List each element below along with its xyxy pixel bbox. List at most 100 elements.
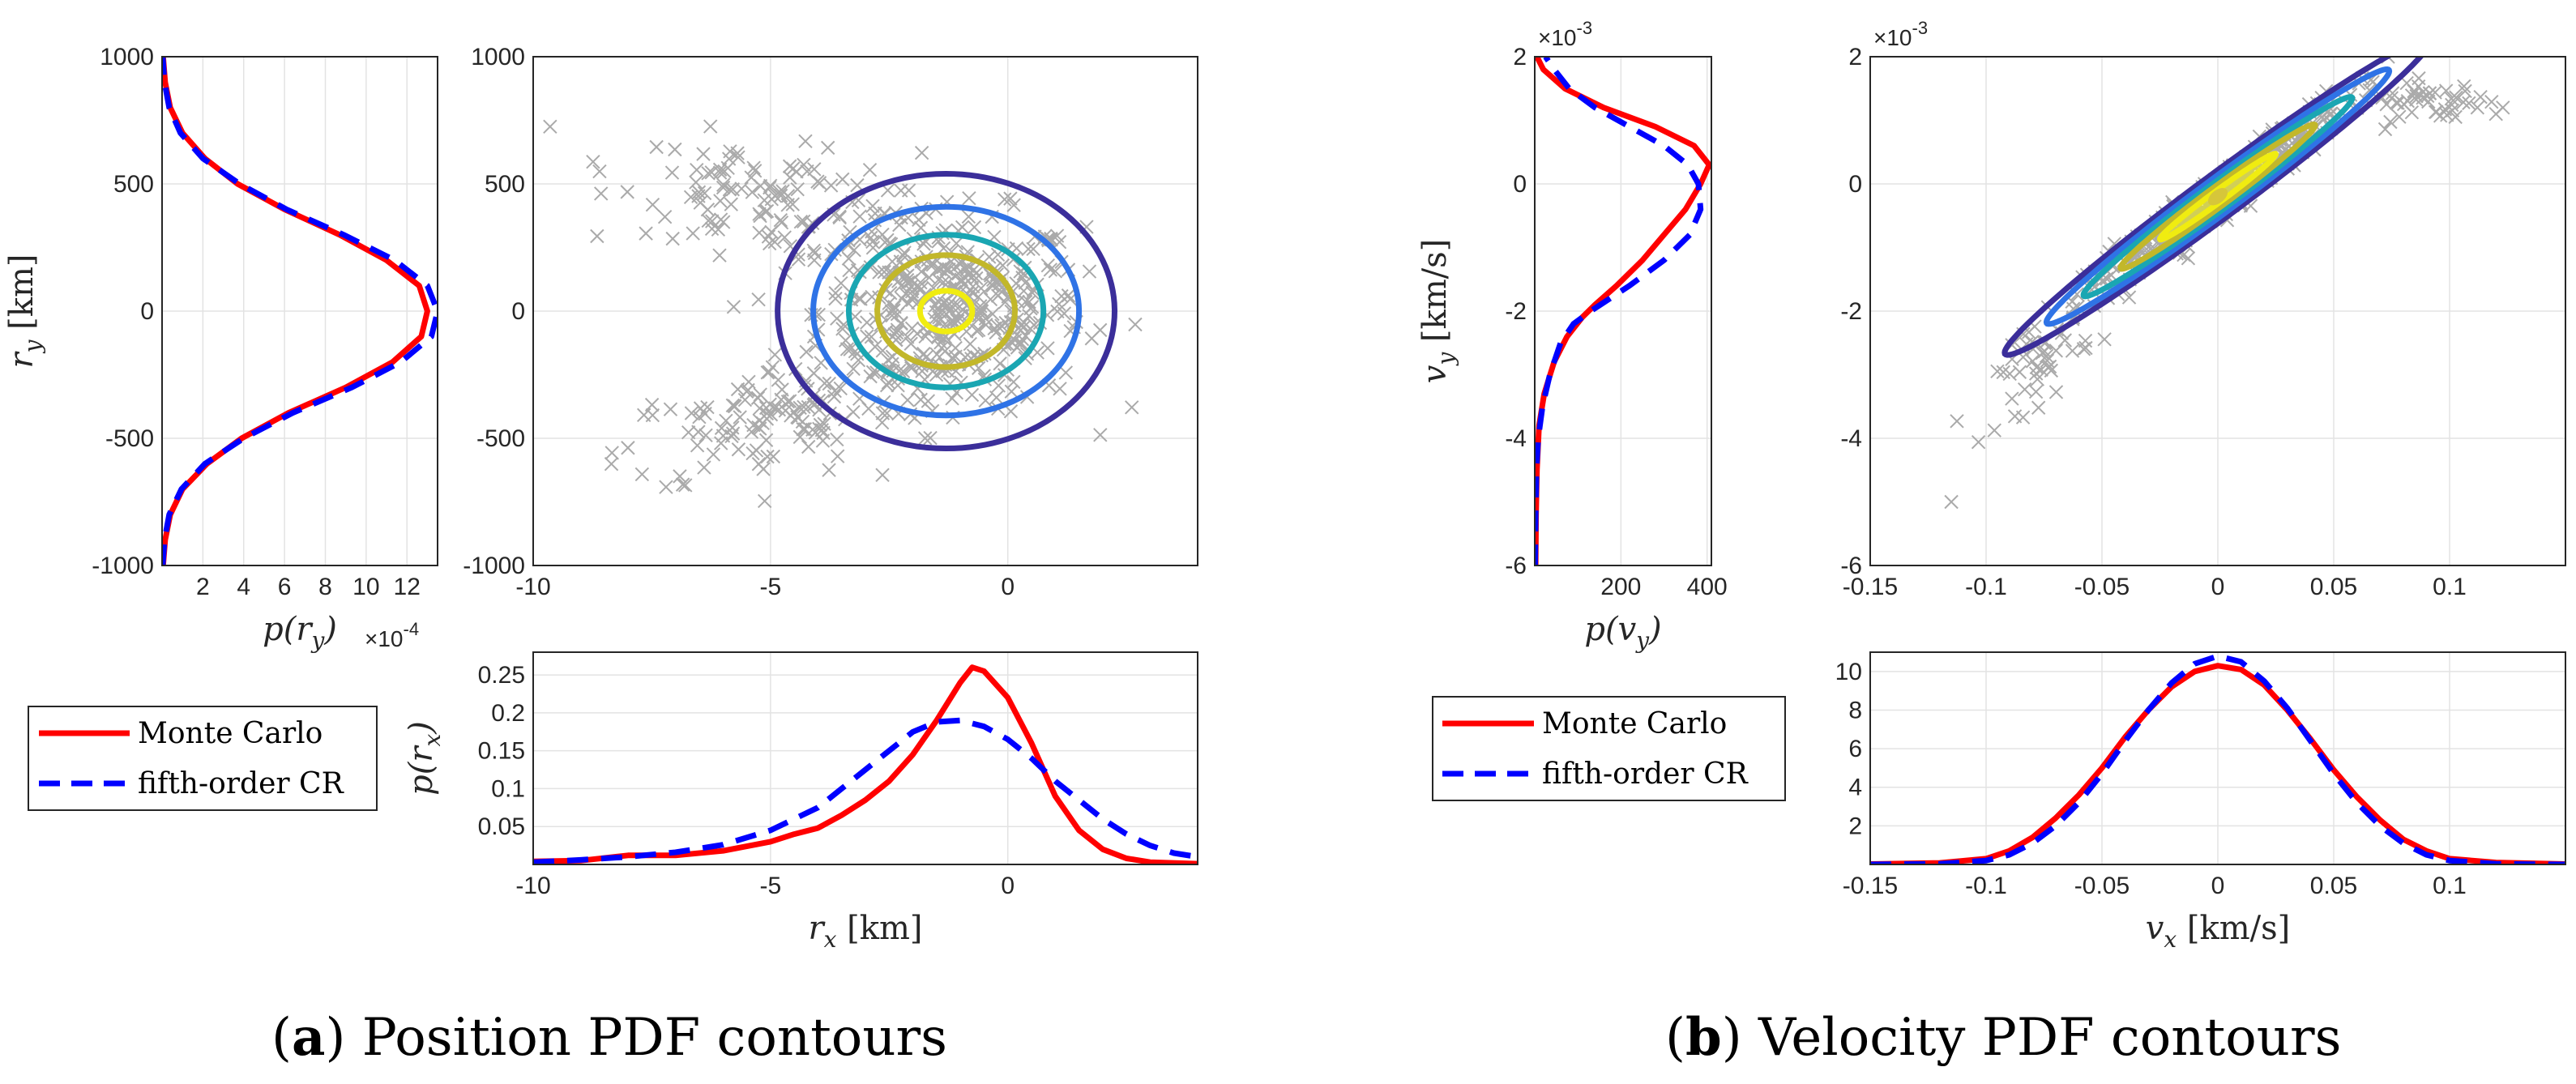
a_main-scatter-point-533: [797, 214, 811, 228]
a_main-scatter-point-383: [884, 304, 899, 318]
a_main-scatter-point-650: [760, 449, 775, 464]
a_px-ytick-3: 0.2: [491, 700, 525, 727]
a_main-scatter-point-482: [592, 164, 607, 179]
a_main-scatter-point-442: [690, 162, 704, 177]
a_main-scatter-point-405: [948, 340, 963, 356]
a_main-scatter-point-654: [792, 429, 808, 445]
b_main-scatter-point-413: [2078, 333, 2093, 348]
a_main-scatter-point-417: [892, 217, 907, 233]
a_main-scatter-point-546: [705, 214, 720, 228]
a_main-scatter-point-301: [913, 275, 928, 290]
a_main-scatter-point-504: [772, 185, 787, 199]
a_main-scatter-point-672: [752, 413, 767, 428]
a_main-scatter-point-427: [759, 203, 775, 219]
a_main-contour-4: [916, 288, 976, 335]
b_main-scatter-point-406: [2097, 332, 2112, 347]
legend-a-mc-label: Monte Carlo: [138, 717, 323, 750]
a_px-y-label: p(rx): [403, 721, 446, 796]
a_main-scatter-point-394: [1048, 264, 1063, 279]
b_py-ytick-0: -6: [1505, 553, 1527, 579]
a_px-marks: [533, 664, 1198, 864]
b_main-xtick-2: -0.05: [2074, 574, 2130, 600]
a_main-scatter-point-19: [860, 315, 874, 330]
a_main-scatter-point-384: [1049, 228, 1065, 243]
b_main-contour-2: [2080, 94, 2356, 300]
a_main-scatter-point-472: [897, 245, 912, 260]
a_main-scatter-point-532: [865, 234, 880, 250]
a_py-ytick-1: -500: [105, 425, 154, 452]
a_main-xtick-2: 0: [1001, 574, 1015, 600]
a_main-scatter-point-648: [659, 480, 673, 494]
a_main-ytick-1: -500: [476, 425, 525, 452]
a_main-scatter-point-361: [904, 279, 919, 294]
a_main-scatter-point-262: [875, 467, 890, 483]
a_main-scatter-point-400: [881, 375, 896, 390]
a_main-scatter-point-330: [922, 270, 937, 285]
a_main-scatter-point-284: [889, 325, 904, 340]
a_main-scatter-point-259: [886, 303, 901, 318]
b_main-scatter-point-400: [2048, 385, 2064, 399]
a_main-scatter-point-238: [860, 329, 874, 344]
b_main-scatter-point-391: [2005, 391, 2019, 406]
a_main-scatter-point-365: [885, 254, 899, 269]
a_main-scatter-point-468: [862, 162, 878, 177]
a_main-scatter-point-517: [797, 157, 811, 173]
b_py-ytick-4: 2: [1513, 44, 1527, 70]
b_main-scatter-point-436: [2392, 109, 2407, 124]
a_main-scatter-point-488: [620, 185, 634, 199]
a_main-ytick-2: 0: [511, 298, 525, 325]
b_main-contour-0: [2001, 57, 2424, 358]
a_main-scatter-point-181: [851, 352, 866, 368]
b_main-scatter-point-410: [2039, 348, 2054, 364]
a_main-scatter-point-397: [951, 266, 966, 281]
b_main-xtick-5: 0.1: [2433, 574, 2467, 600]
a_main-scatter-point-607: [775, 382, 789, 397]
a_py-xtick-4: 10: [352, 574, 379, 600]
b_main-scatter-point-463: [2409, 88, 2424, 104]
a_px-ytick-2: 0.15: [478, 738, 525, 765]
a_main-scatter-point-317: [865, 241, 881, 255]
a_main-scatter-point-18: [923, 430, 938, 446]
a_main-scatter-point-522: [726, 300, 741, 314]
a_py-ytick-0: -1000: [92, 553, 154, 579]
a_main-scatter-point-159: [799, 344, 814, 360]
a_main-scatter-point-418: [767, 348, 783, 362]
a_main-scatter-point-554: [678, 478, 693, 493]
b_py-xtick-1: 400: [1687, 574, 1728, 600]
a_main-scatter-point-511: [793, 214, 809, 229]
b_main-scatter-point-390: [2030, 372, 2045, 386]
a_main-scatter-point-449: [757, 193, 771, 207]
a_main-scatter-point-493: [683, 190, 698, 205]
b_main-scatter-point-389: [1971, 434, 1986, 450]
a_main-scatter-point-134: [993, 356, 1007, 371]
a_main-scatter-point-390: [938, 344, 952, 359]
a_main-scatter-point-475: [777, 230, 792, 245]
a_main-scatter-point-670: [739, 384, 754, 399]
a_main-scatter-point-196: [1125, 400, 1139, 415]
a_main-scatter-point-639: [751, 457, 767, 472]
b_main-scatter-point-454: [2444, 92, 2459, 106]
a_px-ytick-1: 0.1: [491, 775, 525, 802]
b_main-scatter-point-430: [2458, 83, 2472, 99]
b_main-scatter-point-403: [2028, 366, 2044, 381]
b_py-series-cr: [1535, 57, 1704, 565]
a_main-scatter-point-443: [594, 186, 609, 201]
b_main-scatter-point-442: [2379, 97, 2394, 112]
b_px-marks: [1870, 653, 2565, 864]
b_main-scatter-point-444: [2448, 109, 2463, 125]
a_main-scatter-point-570: [697, 460, 711, 475]
a_main-scatter-point-266: [968, 266, 984, 281]
a_main-scatter-point-643: [813, 417, 828, 433]
a_main-scatter-point-223: [1128, 317, 1143, 332]
a_main-scatter-point-534: [823, 178, 839, 193]
a_main-scatter-point-604: [830, 449, 845, 463]
a_px-x-label: rx [km]: [808, 910, 922, 953]
b_py-ytick-1: -4: [1505, 425, 1527, 452]
b_main-scatter-point-470: [1944, 494, 1959, 510]
a_main-ytick-0: -1000: [463, 553, 525, 579]
a_py-marks: [162, 57, 438, 565]
a_main-scatter-point-674: [765, 360, 780, 374]
b_px-ytick-3: 8: [1848, 697, 1862, 723]
a_main-xtick-1: -5: [760, 574, 782, 600]
